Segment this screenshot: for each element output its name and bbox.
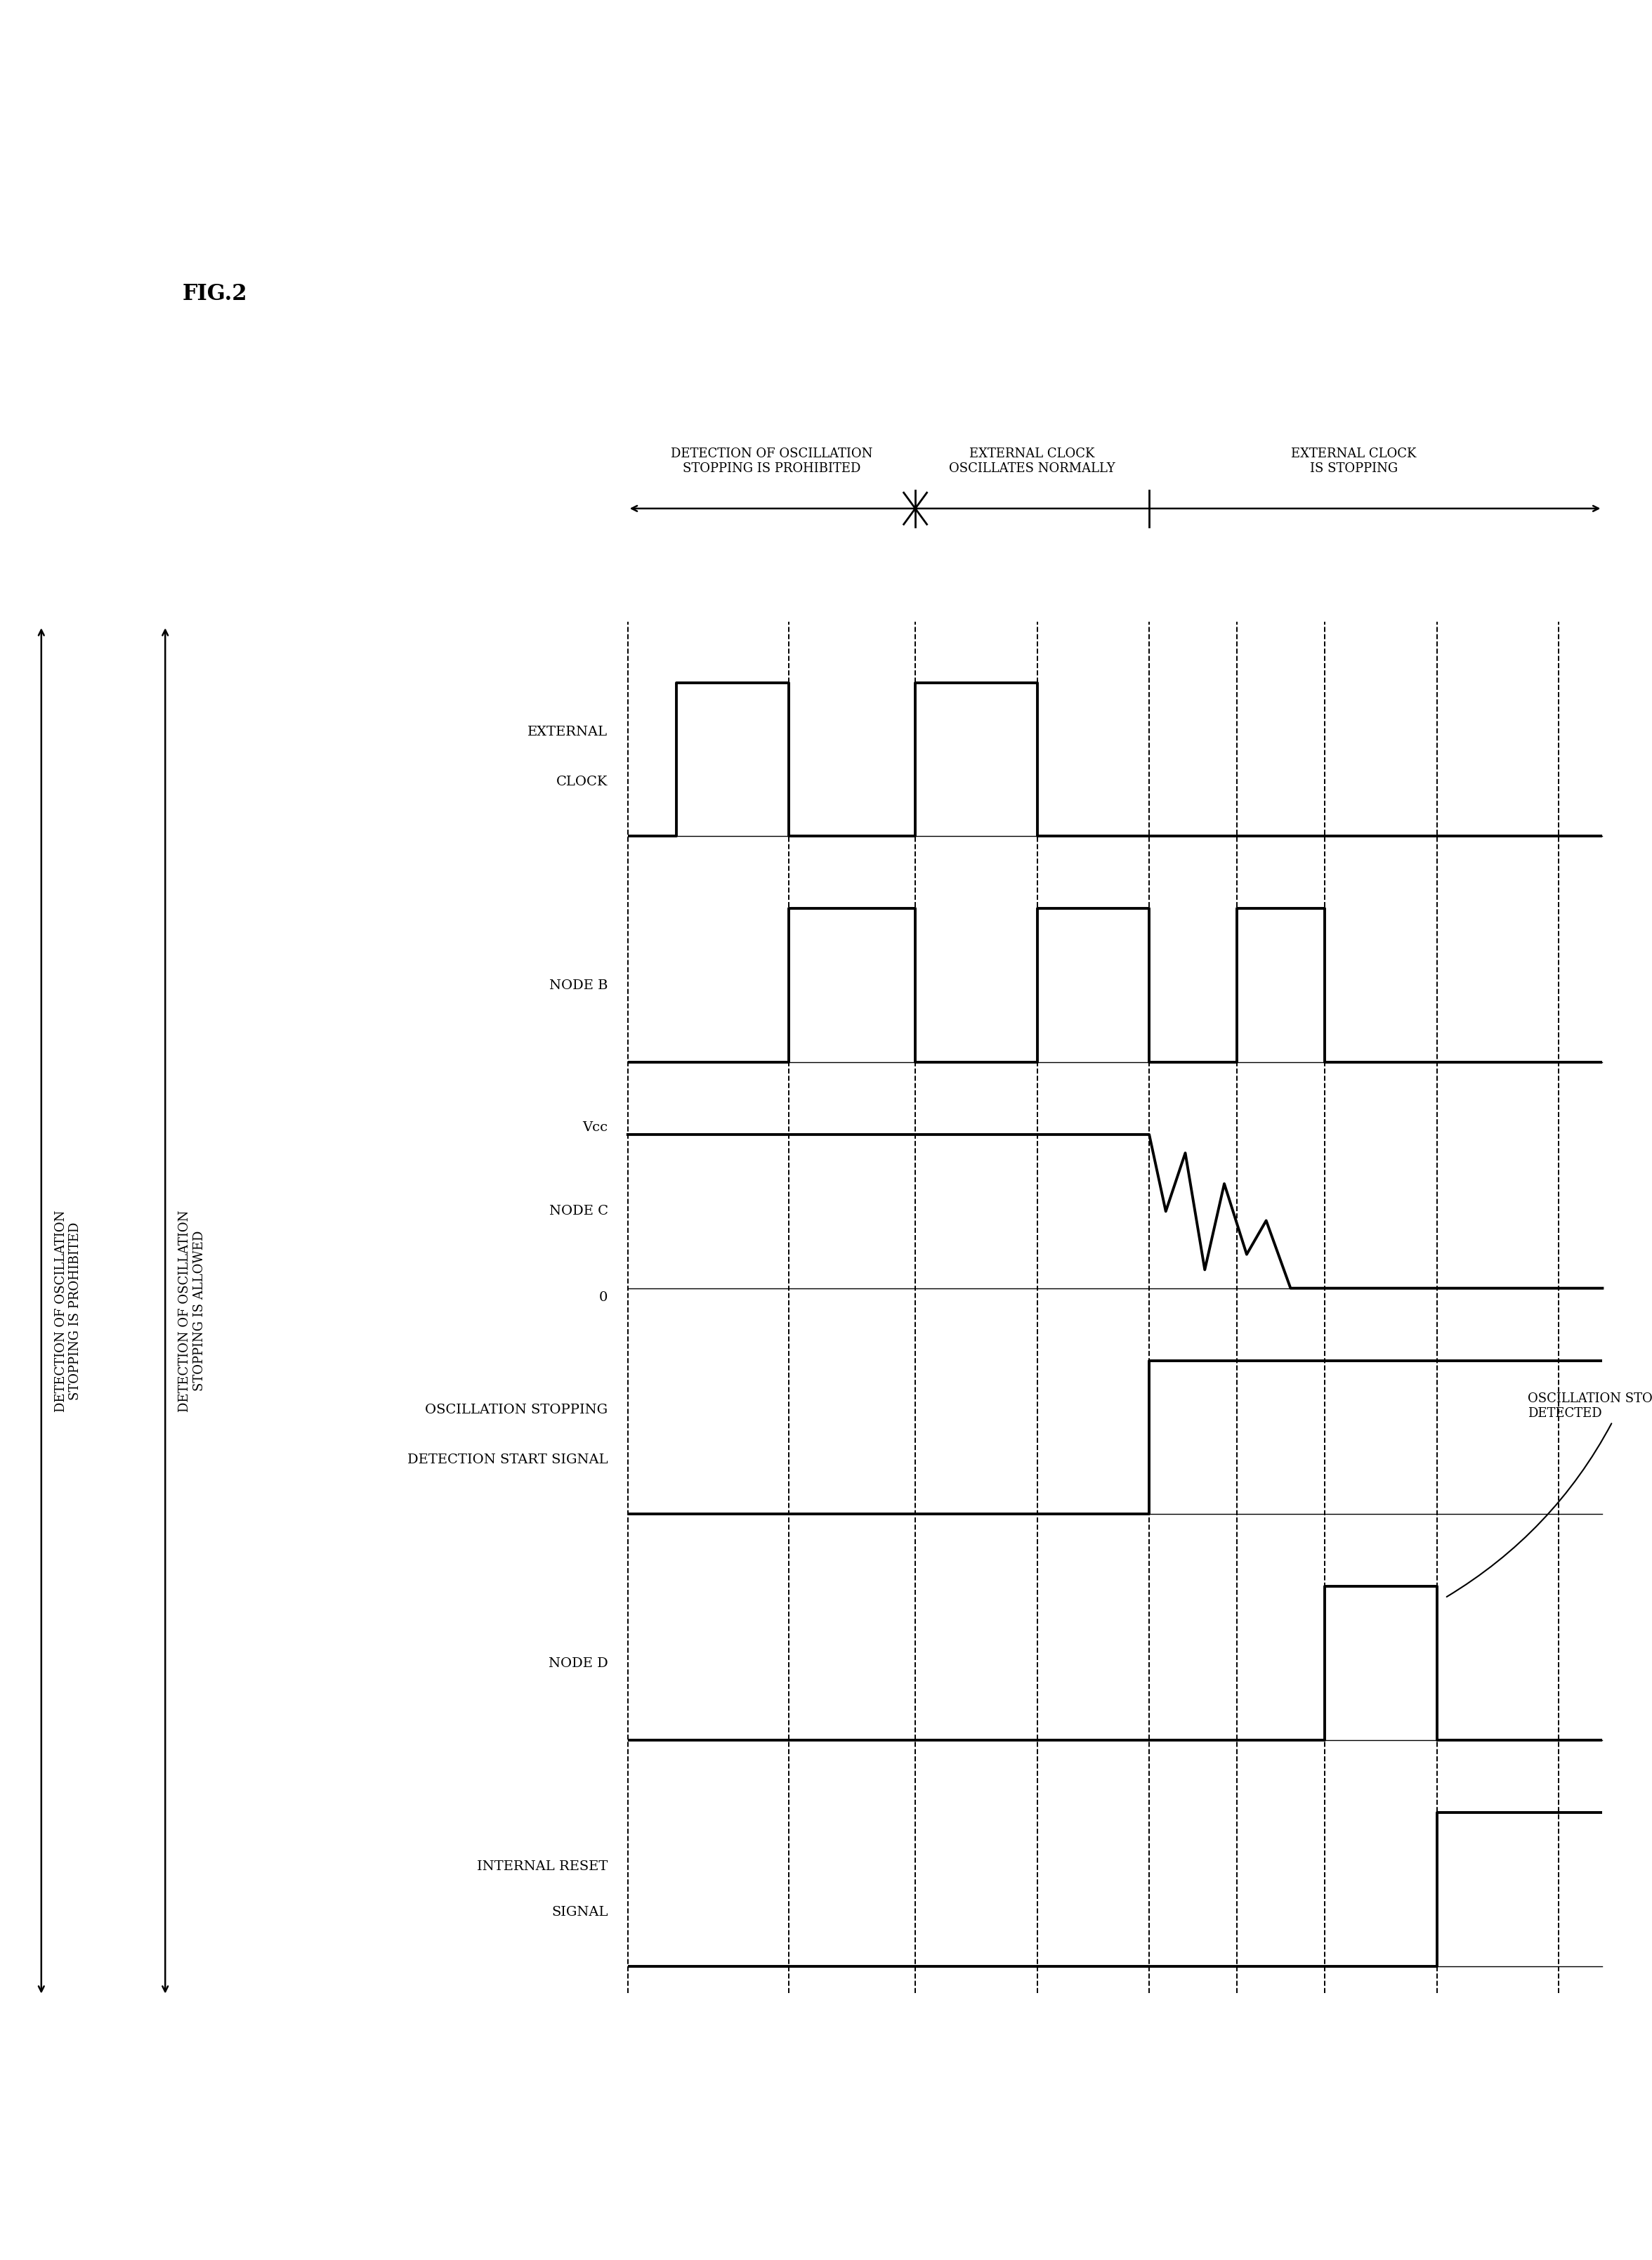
- Text: SIGNAL: SIGNAL: [552, 1905, 608, 1919]
- Text: INTERNAL RESET: INTERNAL RESET: [477, 1860, 608, 1874]
- Text: OSCILLATION STOPPING: OSCILLATION STOPPING: [425, 1403, 608, 1417]
- Text: DETECTION START SIGNAL: DETECTION START SIGNAL: [408, 1453, 608, 1467]
- Text: DETECTION OF OSCILLATION
STOPPING IS PROHIBITED: DETECTION OF OSCILLATION STOPPING IS PRO…: [671, 447, 872, 475]
- Text: EXTERNAL: EXTERNAL: [527, 725, 608, 739]
- Text: CLOCK: CLOCK: [557, 775, 608, 789]
- Text: EXTERNAL CLOCK
IS STOPPING: EXTERNAL CLOCK IS STOPPING: [1292, 447, 1416, 475]
- Text: NODE D: NODE D: [548, 1657, 608, 1670]
- Text: EXTERNAL CLOCK
OSCILLATES NORMALLY: EXTERNAL CLOCK OSCILLATES NORMALLY: [950, 447, 1115, 475]
- Text: DETECTION OF OSCILLATION
STOPPING IS ALLOWED: DETECTION OF OSCILLATION STOPPING IS ALL…: [178, 1209, 205, 1412]
- Text: DETECTION OF OSCILLATION
STOPPING IS PROHIBITED: DETECTION OF OSCILLATION STOPPING IS PRO…: [55, 1209, 81, 1412]
- Text: OSCILLATION STOPPING IS
DETECTED: OSCILLATION STOPPING IS DETECTED: [1447, 1392, 1652, 1598]
- Text: Vcc: Vcc: [583, 1121, 608, 1135]
- Text: 0: 0: [600, 1290, 608, 1304]
- Text: NODE C: NODE C: [548, 1205, 608, 1218]
- Text: NODE B: NODE B: [548, 979, 608, 992]
- Text: FIG.2: FIG.2: [182, 282, 248, 305]
